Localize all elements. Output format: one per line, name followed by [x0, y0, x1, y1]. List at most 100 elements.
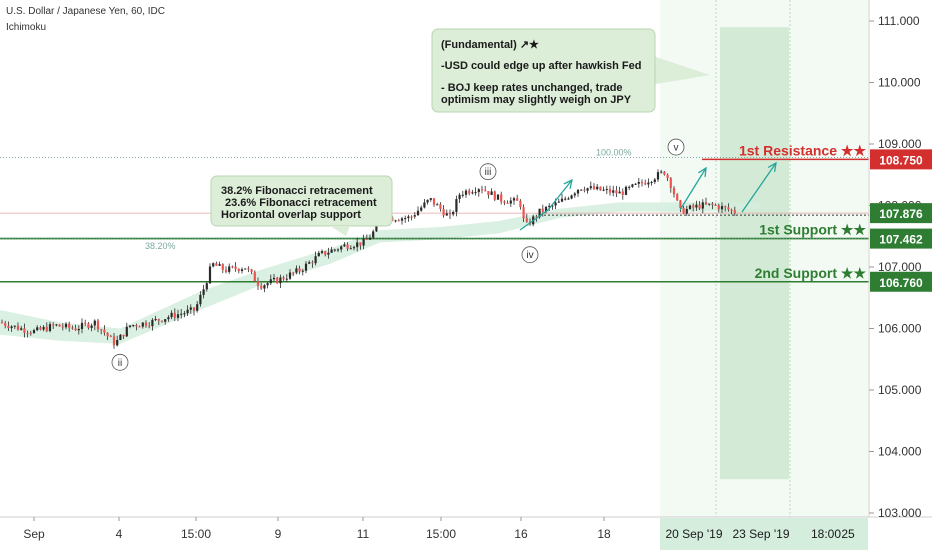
fib-line-2: 23.6% Fibonacci retracement	[225, 197, 377, 209]
price-axis[interactable]: 111.000110.000109.000108.000107.000106.0…	[869, 14, 922, 520]
candle-body	[618, 191, 621, 194]
candle-body	[365, 238, 368, 240]
candle-body	[442, 208, 445, 216]
price-tags: 108.750 107.876 107.462 106.760	[870, 149, 932, 292]
fundamental-line-1: -USD could edge up after hawkish Fed	[441, 60, 641, 72]
candle-body	[148, 325, 151, 327]
candle-body	[234, 266, 237, 270]
candle-body	[263, 285, 266, 289]
candle-body	[362, 238, 365, 246]
candle-body	[397, 220, 400, 222]
candle-body	[215, 263, 218, 266]
candle-body	[20, 328, 23, 330]
candle-body	[560, 198, 564, 202]
candle-body	[359, 242, 362, 246]
candle-body	[192, 307, 196, 311]
candle-body	[509, 200, 512, 204]
price-tick-label: 105.000	[878, 383, 922, 397]
wave-circle-iii	[479, 163, 497, 181]
candle-body	[410, 216, 413, 218]
fundamental-line-2: - BOJ keep rates unchanged, trade	[441, 82, 623, 94]
support2-tag-bg	[870, 271, 932, 292]
support1-tag-label: 107.462	[879, 233, 923, 247]
candle-body	[541, 208, 544, 212]
candle-body	[548, 205, 551, 207]
candle-body	[730, 209, 733, 211]
candle-body	[272, 277, 276, 280]
candle-body	[551, 205, 554, 207]
candle-body	[602, 189, 605, 191]
fundamental-annotation: (Fundamental) ↗★ -USD could edge up afte…	[431, 28, 710, 113]
candle-body	[474, 192, 477, 194]
candle-body	[0, 322, 4, 324]
candle-body	[160, 320, 164, 322]
candle-body	[320, 251, 324, 253]
candle-body	[16, 325, 20, 330]
candle-body	[276, 277, 279, 284]
indicator-label: Ichimoku	[6, 22, 47, 33]
candle-body	[567, 198, 570, 200]
fundamental-heading: (Fundamental) ↗★	[441, 39, 539, 51]
candle-body	[432, 198, 436, 205]
candle-body	[458, 194, 461, 200]
candle-body	[612, 190, 615, 193]
level-lines: 1st Resistance ★★ 1st Support ★★ 2nd Suppo…	[0, 142, 869, 283]
wave-circle-v	[667, 138, 685, 156]
candle-body	[125, 326, 128, 337]
candle-body	[538, 208, 541, 218]
candle-body	[400, 218, 404, 221]
candle-body	[298, 268, 301, 272]
candle-body	[637, 181, 640, 184]
candle-body	[4, 323, 7, 326]
candle-body	[685, 208, 688, 214]
candle-body	[26, 332, 29, 334]
candle-body	[42, 326, 45, 330]
time-tick-label: Sep	[23, 527, 45, 541]
candle-body	[708, 203, 711, 205]
candle-body	[464, 190, 468, 195]
time-axis[interactable]: Sep 4 15:00 9 11 15:00 16 18 20 Sep '19 23 Sep '1…	[23, 517, 868, 550]
candle-body	[692, 205, 695, 208]
candle-body	[250, 269, 253, 273]
candle-body	[512, 198, 516, 201]
candle-body	[644, 183, 647, 185]
candle-body	[423, 202, 426, 208]
candle-body	[468, 190, 471, 194]
candle-body	[554, 202, 557, 206]
wave-projection-arrow-2	[679, 167, 707, 211]
candle-body	[570, 195, 573, 199]
candle-body	[10, 326, 13, 329]
resistance-tag-bg	[870, 149, 932, 170]
time-range-label: 18:00	[811, 527, 841, 541]
fib-label-382: 38.20%	[145, 241, 176, 251]
candle-body	[557, 201, 560, 203]
candle-body	[96, 320, 100, 330]
candle-body	[164, 319, 167, 322]
candle-body	[448, 213, 452, 215]
projection-box	[720, 27, 789, 480]
candle-body	[503, 201, 506, 203]
candle-body	[23, 328, 26, 333]
candle-body	[311, 262, 314, 264]
candle-body	[87, 323, 90, 328]
candle-body	[669, 178, 672, 189]
target-projection-arrow-head	[767, 161, 777, 172]
candle-body	[221, 264, 224, 270]
candle-body	[282, 277, 285, 280]
candle-body	[314, 256, 317, 264]
candle-body	[439, 204, 442, 209]
candle-body	[128, 325, 132, 327]
candle-body	[116, 339, 119, 346]
candle-body	[420, 207, 423, 211]
target-projection-arrow	[741, 162, 777, 213]
candle-body	[106, 332, 109, 337]
candle-body	[333, 249, 336, 251]
candle-body	[189, 307, 192, 310]
candle-body	[628, 186, 631, 188]
candle-body	[253, 272, 256, 282]
candle-body	[295, 268, 298, 273]
wave-projection-arrow-1-head	[563, 178, 573, 189]
